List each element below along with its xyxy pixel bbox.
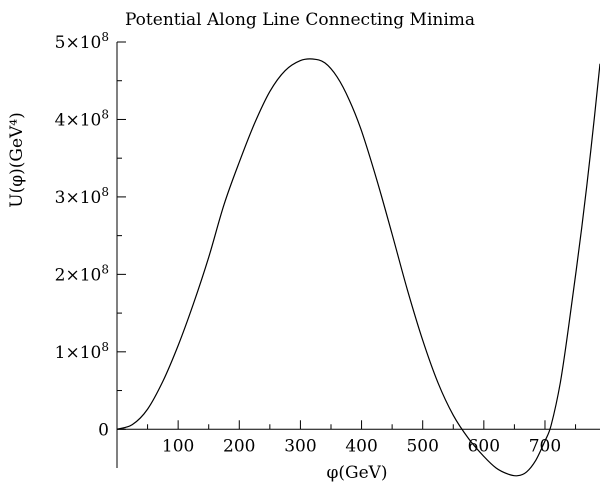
y-tick-labels: 0 1×108 2×108 3×108 4×108 5×108	[55, 30, 109, 440]
x-tick-label: 600	[468, 436, 500, 456]
potential-curve	[116, 58, 600, 477]
y-tick-label: 0	[98, 420, 109, 440]
x-tick-label: 200	[223, 436, 255, 456]
y-tick-label: 3×108	[55, 185, 109, 208]
svg-text:U(φ)(GeV⁴): U(φ)(GeV⁴)	[7, 112, 27, 208]
y-tick-label: 5×108	[55, 30, 109, 53]
x-axis-label: φ(GeV)	[326, 463, 387, 483]
x-tick-label: 300	[284, 436, 316, 456]
x-tick-labels: 100 200 300 400 500 600 700	[162, 436, 561, 456]
x-tick-label: 100	[162, 436, 194, 456]
y-axis-label: U(φ)(GeV⁴)	[7, 112, 27, 208]
x-tick-label: 400	[345, 436, 377, 456]
chart-title: Potential Along Line Connecting Minima	[125, 10, 475, 30]
x-tick-label: 500	[406, 436, 438, 456]
y-tick-label: 1×108	[55, 340, 109, 363]
y-tick-label: 2×108	[55, 262, 109, 285]
x-ticks	[147, 420, 577, 430]
y-ticks	[117, 41, 126, 430]
y-tick-label: 4×108	[55, 107, 109, 130]
x-tick-label: 700	[529, 436, 561, 456]
